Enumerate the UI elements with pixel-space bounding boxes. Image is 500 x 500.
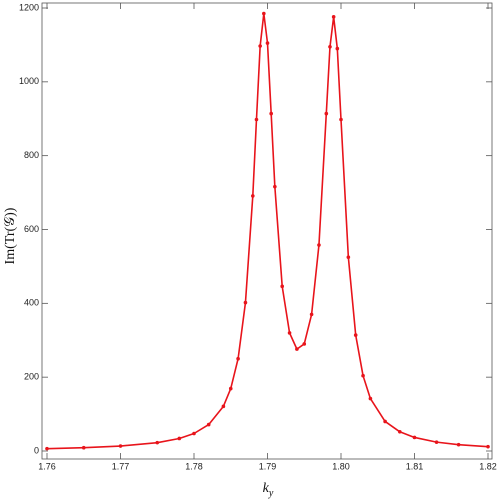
data-point: [254, 117, 259, 122]
frame: [41, 2, 493, 460]
data-point: [398, 430, 402, 434]
data-point: [81, 445, 86, 450]
data-point: [361, 373, 365, 378]
x-tick-label: 1.77: [112, 461, 130, 471]
y-tick-label: 0: [34, 445, 39, 455]
data-point: [335, 46, 340, 51]
y-tick-label: 200: [24, 372, 39, 382]
data-point: [287, 331, 292, 335]
data-point: [262, 11, 266, 16]
data-point: [339, 117, 343, 122]
data-point: [155, 440, 160, 445]
x-axis-label: ky: [263, 481, 274, 499]
data-point: [317, 243, 321, 247]
x-tick-label: 1.78: [185, 461, 203, 471]
data-point: [221, 404, 226, 409]
data-point: [412, 435, 417, 440]
y-tick-label: 1000: [19, 76, 39, 86]
y-tick-label: 800: [24, 150, 39, 160]
data-point: [486, 444, 490, 449]
data-point: [206, 422, 211, 427]
data-point: [309, 312, 314, 317]
y-axis-label: Im(Tr(𝒢)): [3, 207, 18, 264]
data-point: [331, 15, 336, 19]
data-point: [353, 333, 358, 337]
data-point: [258, 44, 262, 48]
data-point: [273, 184, 277, 189]
data-point: [383, 419, 387, 424]
y-tick-label: 1200: [19, 2, 39, 12]
data-point: [368, 396, 373, 401]
x-tick-label: 1.81: [406, 461, 424, 471]
data-point: [434, 440, 439, 444]
x-tick-label: 1.80: [332, 461, 350, 471]
x-axis-label-subscript: y: [268, 488, 274, 499]
data-line: [46, 12, 489, 450]
data-point: [251, 194, 255, 198]
data-point: [192, 431, 196, 436]
data-point: [228, 386, 233, 391]
x-tick-label: 1.76: [38, 461, 56, 471]
x-tick-label: 1.82: [479, 461, 497, 471]
data-point: [243, 300, 248, 305]
data-point: [324, 111, 329, 116]
data-point: [236, 356, 240, 361]
data-point: [177, 436, 182, 441]
data-point: [346, 255, 351, 259]
data-point: [328, 44, 332, 49]
x-axis-label-main: k: [263, 481, 270, 496]
data-point: [295, 347, 299, 351]
data-point: [269, 111, 273, 116]
y-tick-label: 600: [24, 224, 39, 234]
data-point: [302, 342, 307, 346]
data-point: [118, 444, 123, 448]
y-tick-label: 400: [24, 298, 39, 308]
data-point: [456, 442, 461, 447]
data-point: [45, 446, 49, 451]
x-tick-label: 1.79: [259, 461, 277, 471]
data-point: [280, 284, 285, 289]
data-point: [265, 41, 270, 45]
